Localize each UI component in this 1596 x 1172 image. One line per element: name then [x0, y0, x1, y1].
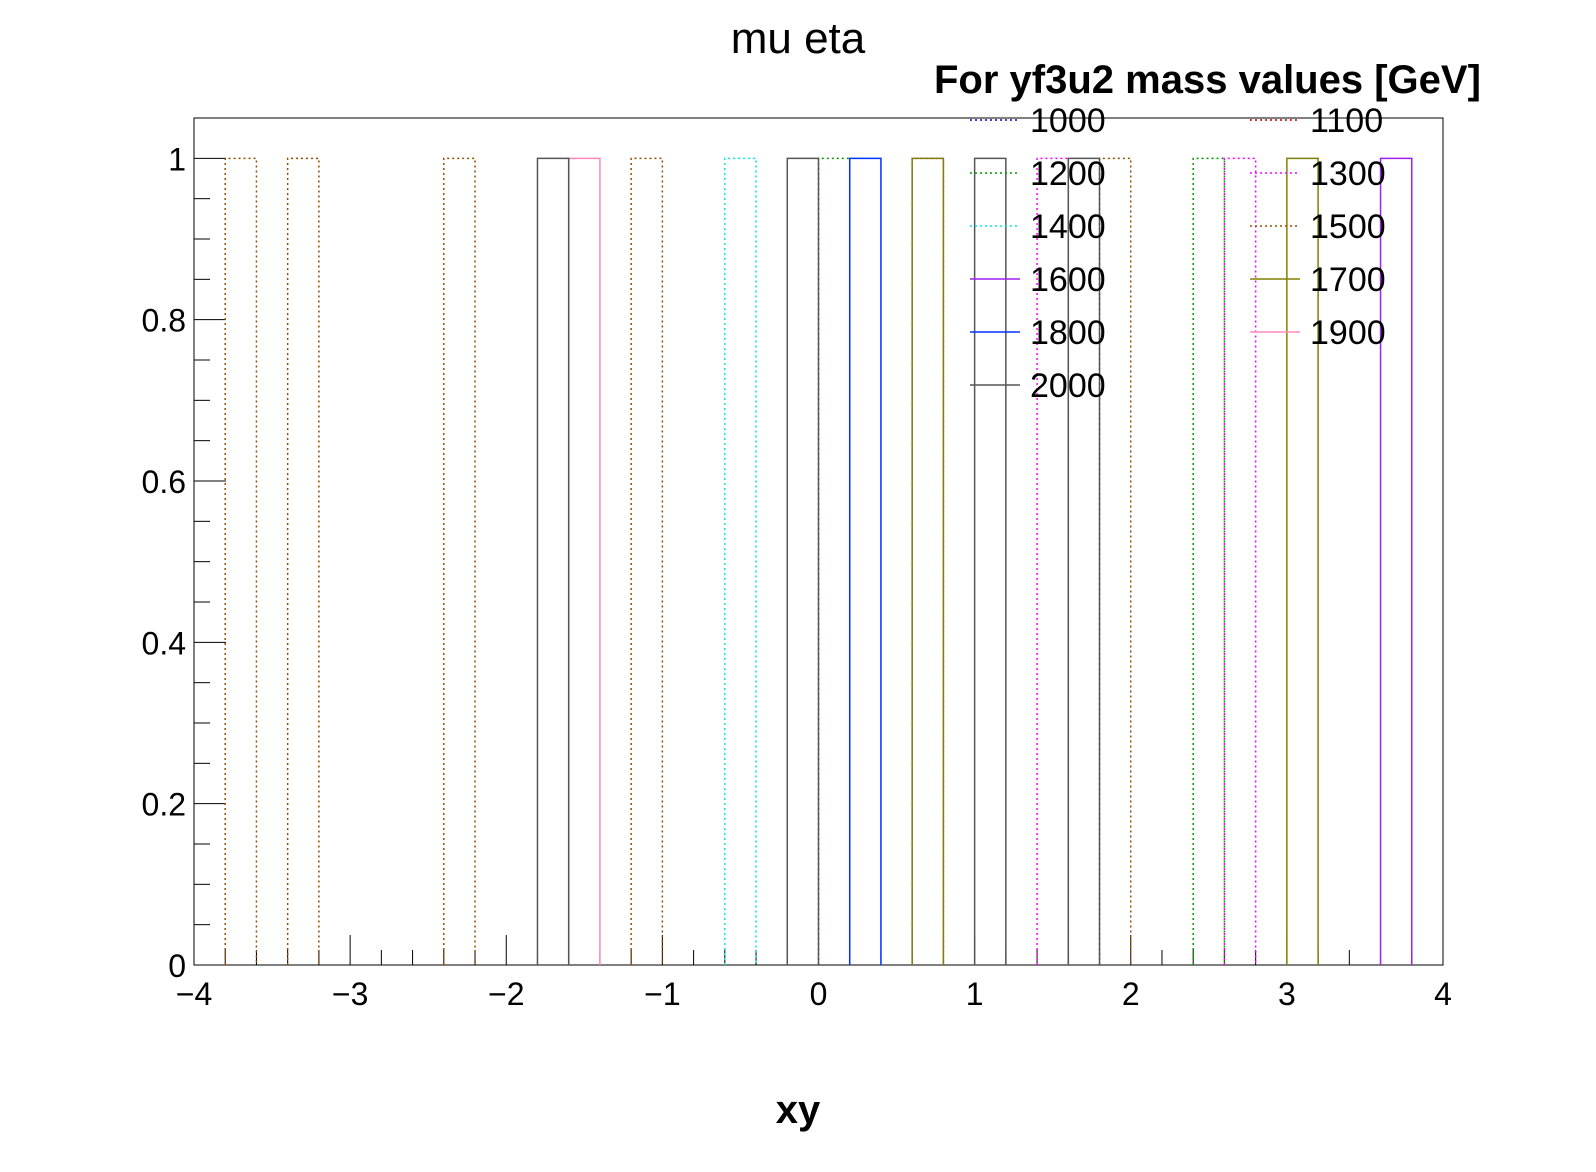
legend-label: 2000	[1030, 367, 1106, 405]
legend-label: 1100	[1310, 102, 1383, 140]
y-tick-label: 0.8	[142, 303, 186, 339]
chart-title: mu eta	[730, 14, 866, 63]
histogram-bar	[536, 157, 570, 965]
x-tick-label: 4	[1434, 976, 1452, 1012]
legend-label: 1300	[1310, 155, 1386, 193]
histogram-bar	[786, 157, 820, 965]
y-tick-label: 1	[168, 141, 186, 177]
x-tick-label: −1	[644, 976, 680, 1012]
legend-label: 1400	[1030, 208, 1106, 246]
x-tick-label: −4	[176, 976, 212, 1012]
x-tick-label: −3	[332, 976, 368, 1012]
x-tick-label: 1	[966, 976, 984, 1012]
x-tick-label: 3	[1278, 976, 1296, 1012]
legend-label: 1900	[1310, 314, 1386, 352]
legend-label: 1500	[1310, 208, 1386, 246]
histogram-bar	[911, 157, 945, 965]
histogram-bar	[1192, 157, 1226, 965]
legend-label: 1700	[1310, 261, 1386, 299]
legend-label: 1800	[1030, 314, 1106, 352]
legend-header: For yf3u2 mass values [GeV]	[934, 58, 1481, 102]
legend-label: 1000	[1030, 102, 1106, 140]
histogram-bar	[724, 157, 757, 965]
histogram-bar	[567, 157, 601, 965]
y-tick-label: 0	[168, 948, 186, 984]
histogram-bar	[1067, 157, 1101, 965]
histogram-bar	[224, 157, 258, 965]
y-tick-label: 0.4	[142, 625, 186, 661]
x-axis-label: xy	[775, 1088, 821, 1132]
x-tick-label: −2	[488, 976, 524, 1012]
histogram-bar	[286, 157, 320, 965]
histogram-bar	[817, 157, 851, 965]
x-tick-label: 2	[1122, 976, 1140, 1012]
histogram-bar	[1286, 157, 1319, 965]
histogram-bar	[848, 157, 882, 965]
y-tick-label: 0.2	[142, 787, 186, 823]
histogram-bar	[630, 157, 664, 965]
histogram-bar	[1098, 157, 1132, 965]
histogram-bar	[973, 157, 1007, 965]
histogram-bar	[1379, 157, 1413, 965]
legend-label: 1600	[1030, 261, 1106, 299]
y-tick-label: 0.6	[142, 464, 186, 500]
histogram-bar	[911, 157, 945, 965]
histogram-bar	[443, 157, 476, 965]
histogram-bar	[1223, 157, 1257, 965]
x-tick-label: 0	[810, 976, 828, 1012]
legend-label: 1200	[1030, 155, 1106, 193]
